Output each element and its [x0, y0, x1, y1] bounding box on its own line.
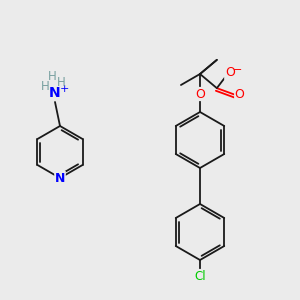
Text: +: + [59, 84, 69, 94]
Text: O: O [195, 88, 205, 100]
Text: H: H [48, 70, 56, 83]
Text: Cl: Cl [194, 269, 206, 283]
Text: H: H [57, 76, 65, 89]
Text: −: − [233, 65, 242, 75]
Text: N: N [49, 86, 61, 100]
Text: O: O [235, 88, 244, 101]
Text: N: N [55, 172, 65, 184]
Text: H: H [40, 80, 50, 94]
Text: O: O [225, 66, 235, 79]
